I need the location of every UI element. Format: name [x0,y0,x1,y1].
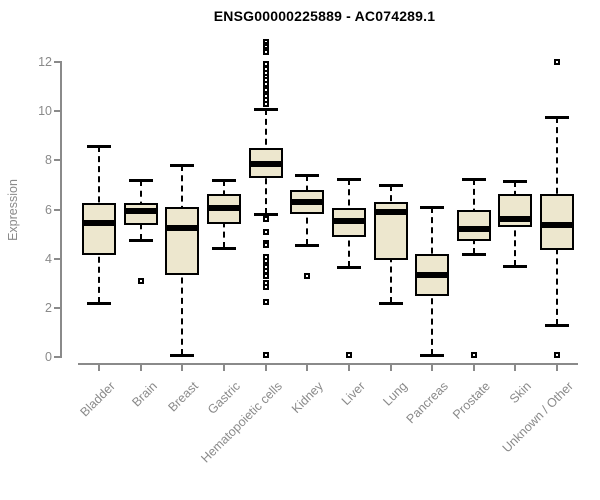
outlier-point [304,272,311,279]
x-tick [347,365,350,371]
whisker-cap-upper [503,180,528,184]
box [123,203,158,226]
y-tick [54,159,62,162]
median-line [415,271,450,278]
x-tick [306,365,309,371]
x-tick [472,365,475,371]
x-tick [556,365,559,371]
whisker-cap-upper [87,144,111,148]
y-tick-label: 2 [45,300,52,315]
whisker-cap-lower [420,353,445,357]
whisker-cap-lower [253,213,278,217]
x-tick [431,365,434,371]
outlier-point [262,100,269,107]
outlier-point [262,298,269,305]
whisker-cap-lower [378,301,403,305]
whisker-cap-upper [170,164,195,168]
median-line [248,161,283,168]
y-tick [54,356,62,358]
whisker-cap-upper [545,116,570,120]
y-tick [54,306,62,309]
x-tick [264,365,267,371]
outlier-point [262,351,269,358]
median-line [373,208,408,215]
outlier-point [262,272,269,279]
whisker-cap-lower [336,266,361,270]
y-tick-label: 6 [45,202,52,217]
whisker-cap-upper [211,179,236,182]
outlier-point [262,283,269,290]
outlier-point [262,49,269,56]
whisker-cap-upper [420,206,445,210]
whisker-cap-lower [295,244,320,248]
y-tick-label: 8 [45,153,52,168]
whisker-cap-lower [87,301,111,305]
median-line [290,199,325,206]
y-tick [54,61,62,63]
box [165,207,200,275]
chart-title: ENSG00000225889 - AC074289.1 [213,8,436,24]
median-line [498,216,533,223]
x-axis-line [78,363,578,365]
whisker-cap-upper [253,107,278,111]
outlier-point [554,351,561,358]
median-line [165,224,200,231]
x-tick [514,365,517,371]
whisker-cap-lower [170,353,195,357]
whisker-cap-upper [295,174,320,178]
box [82,203,116,255]
outlier-point [262,258,269,265]
whisker-cap-upper [461,177,486,181]
y-tick-label: 0 [45,350,52,364]
whisker-cap-upper [336,177,361,181]
outlier-point [554,59,561,65]
x-tick [389,365,392,371]
y-axis-title: Expression [6,179,20,241]
outlier-point [345,351,352,358]
whisker-cap-upper [128,179,153,182]
outlier-point [262,216,269,223]
x-tick [98,365,100,371]
x-tick [139,365,142,371]
outlier-point [262,228,269,235]
median-line [123,207,158,214]
box [540,193,575,251]
outlier-point [137,277,144,284]
median-line [82,220,116,227]
outlier-point [262,87,269,94]
outlier-point [262,242,269,249]
whisker-cap-upper [378,183,403,187]
outlier-point [470,351,477,358]
y-tick-label: 10 [38,104,52,119]
whisker-cap-lower [545,324,570,328]
x-tick [181,365,184,371]
whisker-cap-lower [128,239,153,243]
whisker-cap-lower [211,246,236,250]
median-line [540,222,575,229]
y-tick-label: 4 [45,251,52,266]
median-line [331,217,366,224]
median-line [456,226,491,233]
box [456,209,491,242]
median-line [206,205,241,212]
y-tick-label: 12 [38,55,52,69]
x-tick [222,365,225,371]
y-tick [54,110,62,113]
y-tick [54,257,62,260]
y-tick [54,208,62,211]
whisker-cap-lower [503,265,528,269]
whisker-cap-lower [461,252,486,256]
